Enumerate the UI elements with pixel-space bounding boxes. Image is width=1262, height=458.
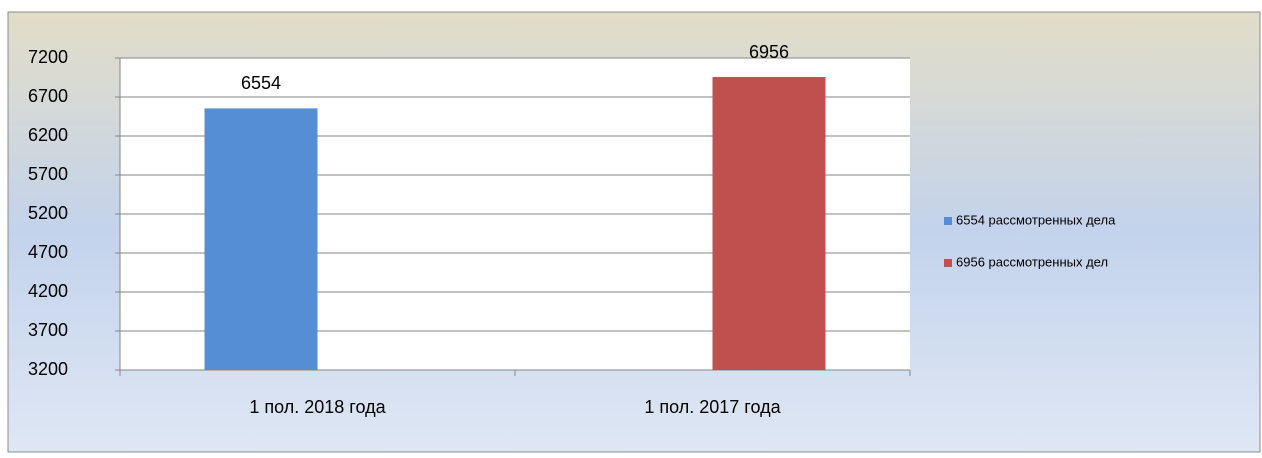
y-tick-label: 5200	[28, 203, 68, 223]
y-tick-label: 3700	[28, 320, 68, 340]
y-tick-label: 3200	[28, 359, 68, 379]
legend-label: 6956 рассмотренных дел	[956, 254, 1108, 269]
y-tick-label: 7200	[28, 47, 68, 67]
y-tick-label: 4200	[28, 281, 68, 301]
y-tick-label: 6700	[28, 86, 68, 106]
y-tick-label: 4700	[28, 242, 68, 262]
legend-swatch	[944, 217, 952, 225]
x-tick-label: 1 пол. 2017 года	[644, 397, 781, 417]
data-label: 6956	[749, 42, 789, 62]
bar	[712, 77, 826, 371]
data-label: 6554	[241, 73, 281, 93]
x-tick-label: 1 пол. 2018 года	[249, 397, 386, 417]
legend-swatch	[944, 259, 952, 267]
y-tick-label: 5700	[28, 164, 68, 184]
bar	[204, 108, 318, 370]
legend-label: 6554 рассмотренных дела	[956, 212, 1116, 227]
y-tick-label: 6200	[28, 125, 68, 145]
